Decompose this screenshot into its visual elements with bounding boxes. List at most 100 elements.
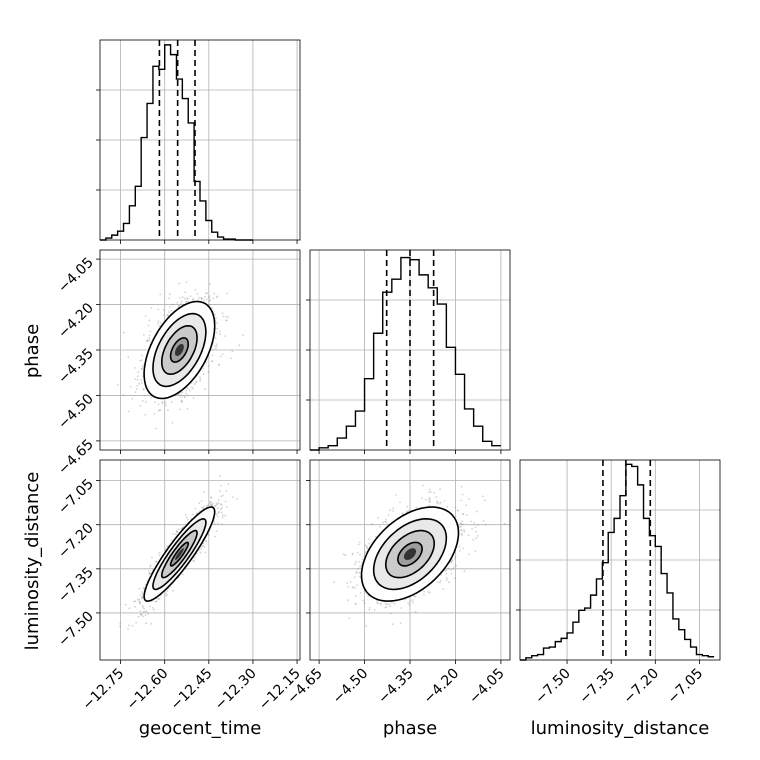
scatter-point bbox=[140, 368, 143, 370]
scatter-point bbox=[193, 559, 195, 562]
scatter-point bbox=[220, 484, 222, 487]
density-core bbox=[175, 548, 184, 560]
scatter-point bbox=[214, 337, 217, 340]
scatter-point bbox=[216, 295, 219, 298]
scatter-point bbox=[203, 505, 205, 508]
scatter-point bbox=[142, 611, 145, 613]
scatter-point bbox=[430, 491, 432, 493]
panel-scatter-geocent-time-phase: −4.65−4.50−4.35−4.20−4.05 bbox=[55, 249, 301, 478]
scatter-point bbox=[236, 498, 238, 500]
scatter-point bbox=[218, 490, 221, 492]
scatter-point bbox=[203, 373, 205, 375]
scatter-point bbox=[368, 542, 371, 545]
scatter-point bbox=[202, 490, 205, 493]
scatter-point bbox=[424, 498, 427, 501]
scatter-point bbox=[192, 560, 195, 562]
scatter-point bbox=[140, 359, 143, 362]
scatter-point bbox=[359, 553, 361, 556]
scatter-point bbox=[187, 394, 190, 397]
scatter-point bbox=[192, 397, 195, 399]
x-tick-label: −12.60 bbox=[124, 666, 172, 714]
panel-frame bbox=[99, 39, 301, 241]
scatter-point bbox=[389, 605, 392, 608]
scatter-point bbox=[460, 529, 463, 532]
contour-line bbox=[161, 324, 198, 376]
scatter-point bbox=[147, 570, 150, 572]
scatter-point bbox=[133, 600, 136, 603]
scatter-point bbox=[395, 494, 398, 496]
scatter-point bbox=[461, 520, 464, 523]
scatter-point bbox=[226, 319, 228, 322]
xlabel-luminosity-distance: luminosity_distance bbox=[531, 718, 710, 739]
panel-scatter-phase-luminosity-distance: −4.65 −4.50 −4.35 −4.20 −4.05 bbox=[284, 459, 511, 708]
scatter-point bbox=[440, 501, 442, 504]
scatter-point bbox=[191, 513, 194, 516]
scatter-point bbox=[401, 512, 404, 514]
scatter-point bbox=[481, 495, 484, 498]
scatter-point bbox=[476, 535, 479, 537]
histogram-step bbox=[520, 463, 715, 661]
scatter-point bbox=[147, 612, 150, 615]
scatter-point bbox=[163, 314, 165, 316]
scatter-point bbox=[164, 594, 167, 597]
scatter-point bbox=[355, 572, 358, 575]
x-tick-label: −7.05 bbox=[665, 666, 707, 708]
scatter-point bbox=[209, 500, 212, 503]
scatter-point bbox=[217, 522, 219, 525]
panel-hist-phase bbox=[306, 249, 511, 454]
scatter-point bbox=[148, 319, 151, 322]
scatter-point bbox=[158, 554, 161, 557]
scatter-point bbox=[459, 528, 462, 531]
x-tick-label: −7.35 bbox=[576, 666, 618, 708]
scatter-point bbox=[374, 535, 377, 538]
scatter-point bbox=[450, 560, 453, 563]
scatter-point bbox=[141, 593, 144, 595]
scatter-point bbox=[227, 483, 230, 486]
scatter-point bbox=[392, 510, 395, 512]
scatter-point bbox=[134, 378, 137, 381]
scatter-point bbox=[368, 607, 371, 609]
scatter-point bbox=[144, 413, 147, 416]
scatter-point bbox=[149, 564, 152, 567]
panel-frame bbox=[99, 249, 301, 451]
panel-frame bbox=[309, 459, 511, 661]
scatter-point bbox=[159, 293, 162, 296]
scatter-point bbox=[463, 530, 466, 533]
scatter-point bbox=[143, 394, 146, 397]
scatter-point bbox=[446, 506, 449, 508]
scatter-point bbox=[472, 538, 474, 541]
scatter-point bbox=[210, 360, 213, 362]
y-tick-label: −4.50 bbox=[55, 391, 97, 433]
scatter-point bbox=[409, 600, 412, 603]
scatter-point bbox=[116, 383, 119, 386]
scatter-point bbox=[428, 501, 431, 503]
scatter-point bbox=[167, 409, 169, 412]
scatter-point bbox=[208, 295, 211, 298]
scatter-point bbox=[131, 625, 134, 627]
scatter-point bbox=[194, 507, 197, 510]
scatter-point bbox=[428, 496, 431, 499]
scatter-point bbox=[214, 535, 217, 538]
scatter-point bbox=[459, 549, 461, 552]
scatter-point bbox=[454, 555, 457, 558]
scatter-point bbox=[465, 504, 467, 507]
scatter-point bbox=[157, 597, 160, 600]
scatter-point bbox=[170, 309, 173, 312]
scatter-point bbox=[128, 624, 131, 627]
scatter-point bbox=[475, 510, 478, 513]
scatter-point bbox=[215, 317, 217, 320]
scatter-point bbox=[180, 528, 183, 530]
scatter-point bbox=[181, 401, 183, 403]
scatter-point bbox=[406, 505, 409, 508]
scatter-point bbox=[165, 592, 168, 595]
scatter-point bbox=[208, 297, 211, 299]
x-tick-label: −4.05 bbox=[466, 666, 508, 708]
scatter-point bbox=[209, 299, 212, 302]
scatter-point bbox=[202, 542, 205, 545]
scatter-point bbox=[193, 383, 196, 386]
x-tick-label: −4.20 bbox=[421, 666, 463, 708]
scatter-point bbox=[141, 614, 143, 616]
scatter-point bbox=[454, 557, 456, 560]
scatter-point bbox=[171, 422, 174, 424]
